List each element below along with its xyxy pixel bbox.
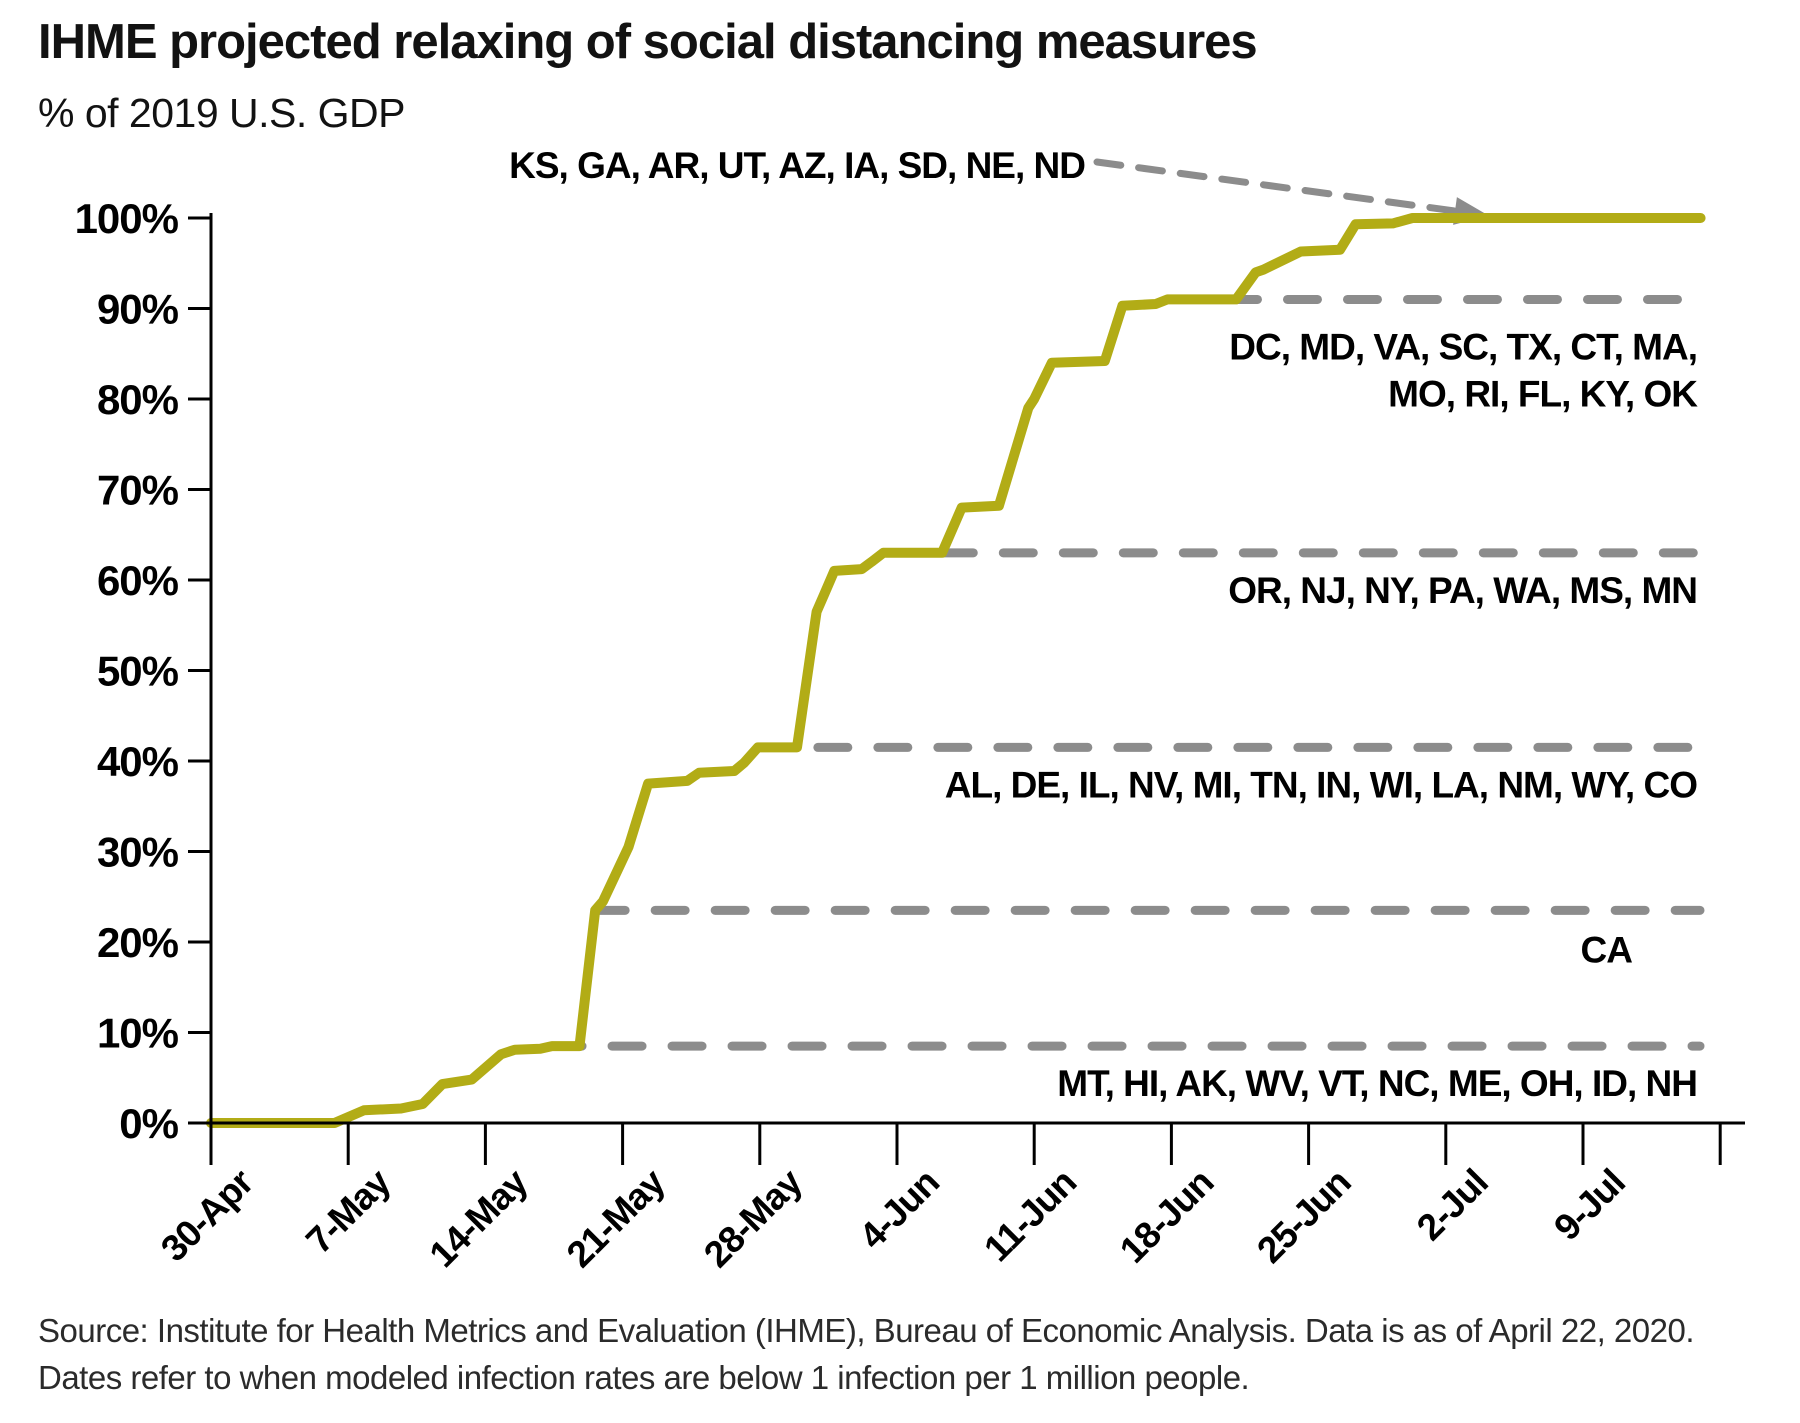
y-axis-tick-label: 80% (97, 376, 179, 423)
y-axis-tick-label: 0% (119, 1100, 178, 1147)
x-axis-tick-label: 14-May (422, 1161, 536, 1275)
threshold-label: MO, RI, FL, KY, OK (1388, 373, 1698, 414)
annotation-arrow-shaft (1093, 158, 1459, 215)
threshold-group-0: MT, HI, AK, WV, VT, NC, ME, OH, ID, NH (547, 1041, 1705, 1104)
x-axis-tick-label: 2-Jul (1409, 1162, 1496, 1249)
source-note: Source: Institute for Health Metrics and… (38, 1308, 1695, 1402)
y-axis-tick-label: 40% (97, 738, 179, 785)
y-axis-tick-label: 10% (97, 1010, 179, 1057)
arrow-annotation-group: KS, GA, AR, UT, AZ, IA, SD, NE, ND (509, 145, 1489, 225)
arrow-annotation-label: KS, GA, AR, UT, AZ, IA, SD, NE, ND (509, 145, 1085, 186)
threshold-group-2: AL, DE, IL, NV, MI, TN, IN, WI, LA, NM, … (753, 742, 1705, 805)
y-axis-tick-label: 100% (75, 195, 179, 242)
y-axis-tick-label: 90% (97, 286, 179, 333)
y-axis-tick-label: 30% (97, 829, 179, 876)
x-axis-tick-label: 25-Jun (1249, 1162, 1358, 1271)
x-axis-tick-label: 30-Apr (153, 1161, 261, 1269)
threshold-group-3: OR, NJ, NY, PA, WA, MS, MN (878, 548, 1705, 611)
threshold-label: DC, MD, VA, SC, TX, CT, MA, (1229, 326, 1697, 367)
x-axis-tick-label: 21-May (559, 1161, 673, 1275)
x-axis-tick-label: 7-May (298, 1161, 399, 1262)
threshold-label: MT, HI, AK, WV, VT, NC, ME, OH, ID, NH (1057, 1063, 1697, 1104)
threshold-label: CA (1581, 929, 1633, 970)
x-axis-tick-label: 18-Jun (1112, 1162, 1221, 1271)
threshold-group-1: CA (590, 905, 1705, 970)
y-axis-tick-label: 70% (97, 467, 179, 514)
x-axis-tick-label: 11-Jun (976, 1162, 1084, 1270)
x-axis-tick-label: 9-Jul (1546, 1162, 1633, 1249)
source-line-1: Source: Institute for Health Metrics and… (38, 1312, 1695, 1349)
reopening-step-chart: MT, HI, AK, WV, VT, NC, ME, OH, ID, NH CA… (75, 145, 1745, 1275)
y-axis-tick-label: 60% (97, 557, 179, 604)
chart-title: IHME projected relaxing of social distan… (38, 15, 1258, 69)
y-axis-tick-label: 50% (97, 648, 179, 695)
series-line-0 (206, 213, 1706, 1128)
threshold-group-4: DC, MD, VA, SC, TX, CT, MA, MO, RI, FL, K… (1162, 294, 1705, 414)
source-line-2: Dates refer to when modeled infection ra… (38, 1358, 1250, 1396)
threshold-label: OR, NJ, NY, PA, WA, MS, MN (1228, 570, 1697, 611)
x-axis-tick-label: 28-May (696, 1161, 810, 1275)
y-axis-tick-label: 20% (97, 919, 179, 966)
chart-subtitle: % of 2019 U.S. GDP (38, 90, 406, 136)
x-axis-tick-label: 4-Jun (851, 1162, 946, 1257)
threshold-label: AL, DE, IL, NV, MI, TN, IN, WI, LA, NM, … (945, 764, 1697, 805)
